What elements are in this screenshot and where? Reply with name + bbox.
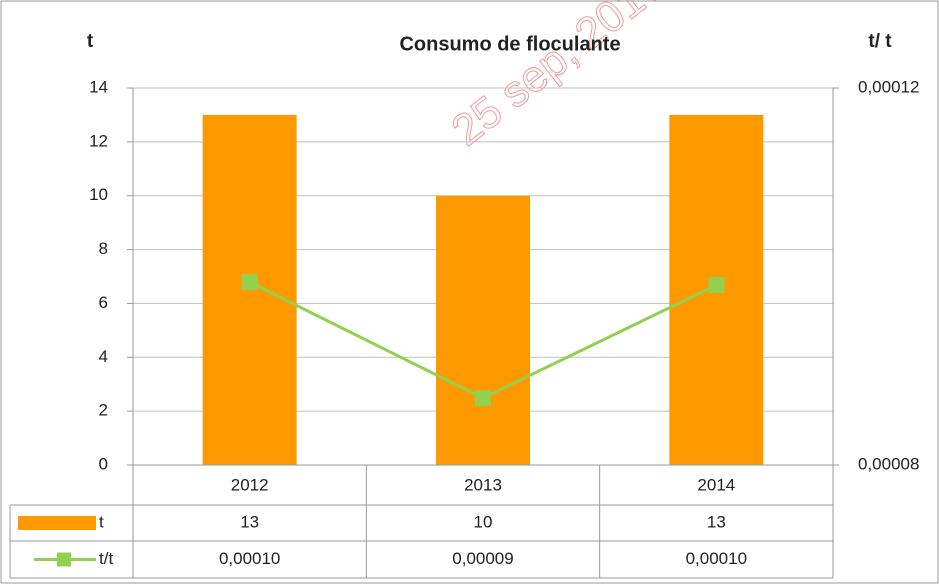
table-cell: 13 <box>240 512 259 531</box>
table-cell: 13 <box>707 512 726 531</box>
table-cell: 0,00010 <box>686 549 747 568</box>
x-tick-label: 2014 <box>697 475 735 494</box>
line-marker <box>708 276 725 293</box>
legend-key <box>57 552 71 567</box>
y-tick-label: 8 <box>99 239 108 258</box>
y2-tick-label: 0,00012 <box>858 77 919 96</box>
legend-key <box>18 516 96 530</box>
x-tick-label: 2012 <box>231 475 269 494</box>
y-tick-label: 2 <box>99 401 108 420</box>
y2-axis-label: t/ t <box>868 31 892 52</box>
y-tick-label: 10 <box>89 185 108 204</box>
legend-label: t <box>99 512 104 531</box>
chart-title: Consumo de floculante <box>399 33 620 55</box>
y-tick-label: 14 <box>89 77 108 96</box>
x-tick-label: 2013 <box>464 475 502 494</box>
y-tick-label: 0 <box>99 454 108 473</box>
bar <box>436 195 530 465</box>
y-axis-label: t <box>87 31 94 52</box>
line-marker <box>241 274 258 291</box>
table-cell: 0,00010 <box>219 549 280 568</box>
legend-label: t/t <box>99 549 113 568</box>
table-cell: 10 <box>474 512 493 531</box>
y2-tick-label: 0,00008 <box>858 454 919 473</box>
y-tick-label: 12 <box>89 131 108 150</box>
y-tick-label: 6 <box>99 293 108 312</box>
line-marker <box>475 390 491 407</box>
table-cell: 0,00009 <box>452 549 513 568</box>
y-tick-label: 4 <box>99 347 108 366</box>
